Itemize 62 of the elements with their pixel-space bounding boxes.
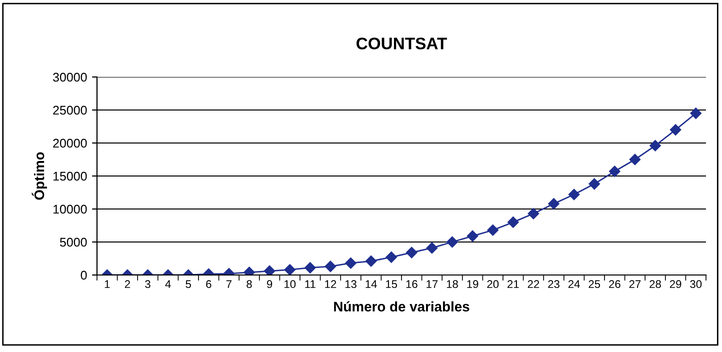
point <box>406 246 418 258</box>
point <box>487 224 498 236</box>
x-tick-label: 9 <box>266 280 272 288</box>
point <box>528 208 540 220</box>
x-tick-label: 2 <box>124 280 130 288</box>
x-tick-label: 12 <box>325 280 336 288</box>
point <box>426 242 438 254</box>
point <box>508 216 519 228</box>
point <box>568 188 580 200</box>
x-tick-label: 22 <box>528 280 540 288</box>
x-tick-label: 29 <box>670 280 682 288</box>
point <box>466 230 478 242</box>
x-tick-label: 21 <box>508 280 519 288</box>
y-tick-label: 30000 <box>53 72 87 82</box>
y-tick-label: 25000 <box>53 106 87 115</box>
x-tick-label: 10 <box>284 280 296 288</box>
x-tick-label: 25 <box>588 280 600 288</box>
x-tick-label: 19 <box>467 280 478 288</box>
x-tick-label: 14 <box>366 280 377 288</box>
point <box>304 262 316 274</box>
point <box>446 236 458 248</box>
x-tick-label: 30 <box>690 280 702 288</box>
point <box>670 124 682 136</box>
point <box>609 166 620 177</box>
point <box>690 108 702 119</box>
x-tick-label: 7 <box>226 280 232 288</box>
x-tick-label: 1 <box>104 280 110 288</box>
x-tick-label: 5 <box>186 280 191 288</box>
point <box>386 252 397 263</box>
y-tick-label: 0 <box>80 270 87 280</box>
y-tick-label: 10000 <box>53 204 87 214</box>
x-tick-label: 3 <box>145 280 150 288</box>
x-tick-label: 20 <box>487 280 499 288</box>
point <box>548 198 560 210</box>
point <box>650 140 661 152</box>
x-tick-label: 27 <box>629 280 641 288</box>
chart-title: COUNTSAT <box>356 38 447 50</box>
x-tick-label: 26 <box>609 280 620 288</box>
y-tick-label: 20000 <box>53 138 87 148</box>
x-tick-label: 17 <box>426 280 438 288</box>
point <box>345 258 356 269</box>
x-axis-title: Número de variables <box>334 301 470 312</box>
y-axis-title: Óptimo <box>32 152 47 200</box>
point <box>264 265 276 275</box>
point <box>588 178 600 190</box>
x-tick-label: 13 <box>345 280 356 288</box>
point <box>324 260 336 272</box>
point <box>284 264 296 275</box>
x-tick-label: 16 <box>406 280 418 288</box>
x-tick-label: 24 <box>568 280 580 288</box>
point <box>365 256 377 267</box>
x-tick-label: 4 <box>165 280 171 288</box>
x-tick-label: 18 <box>446 280 458 288</box>
y-tick-label: 15000 <box>53 172 87 181</box>
x-tick-label: 15 <box>386 280 398 288</box>
y-tick-label: 5000 <box>60 238 87 247</box>
x-tick-label: 8 <box>246 280 252 288</box>
point <box>629 154 641 166</box>
x-tick-label: 23 <box>548 280 560 288</box>
x-tick-label: 11 <box>305 280 316 288</box>
x-tick-label: 6 <box>206 280 212 288</box>
x-tick-label: 28 <box>650 280 661 288</box>
